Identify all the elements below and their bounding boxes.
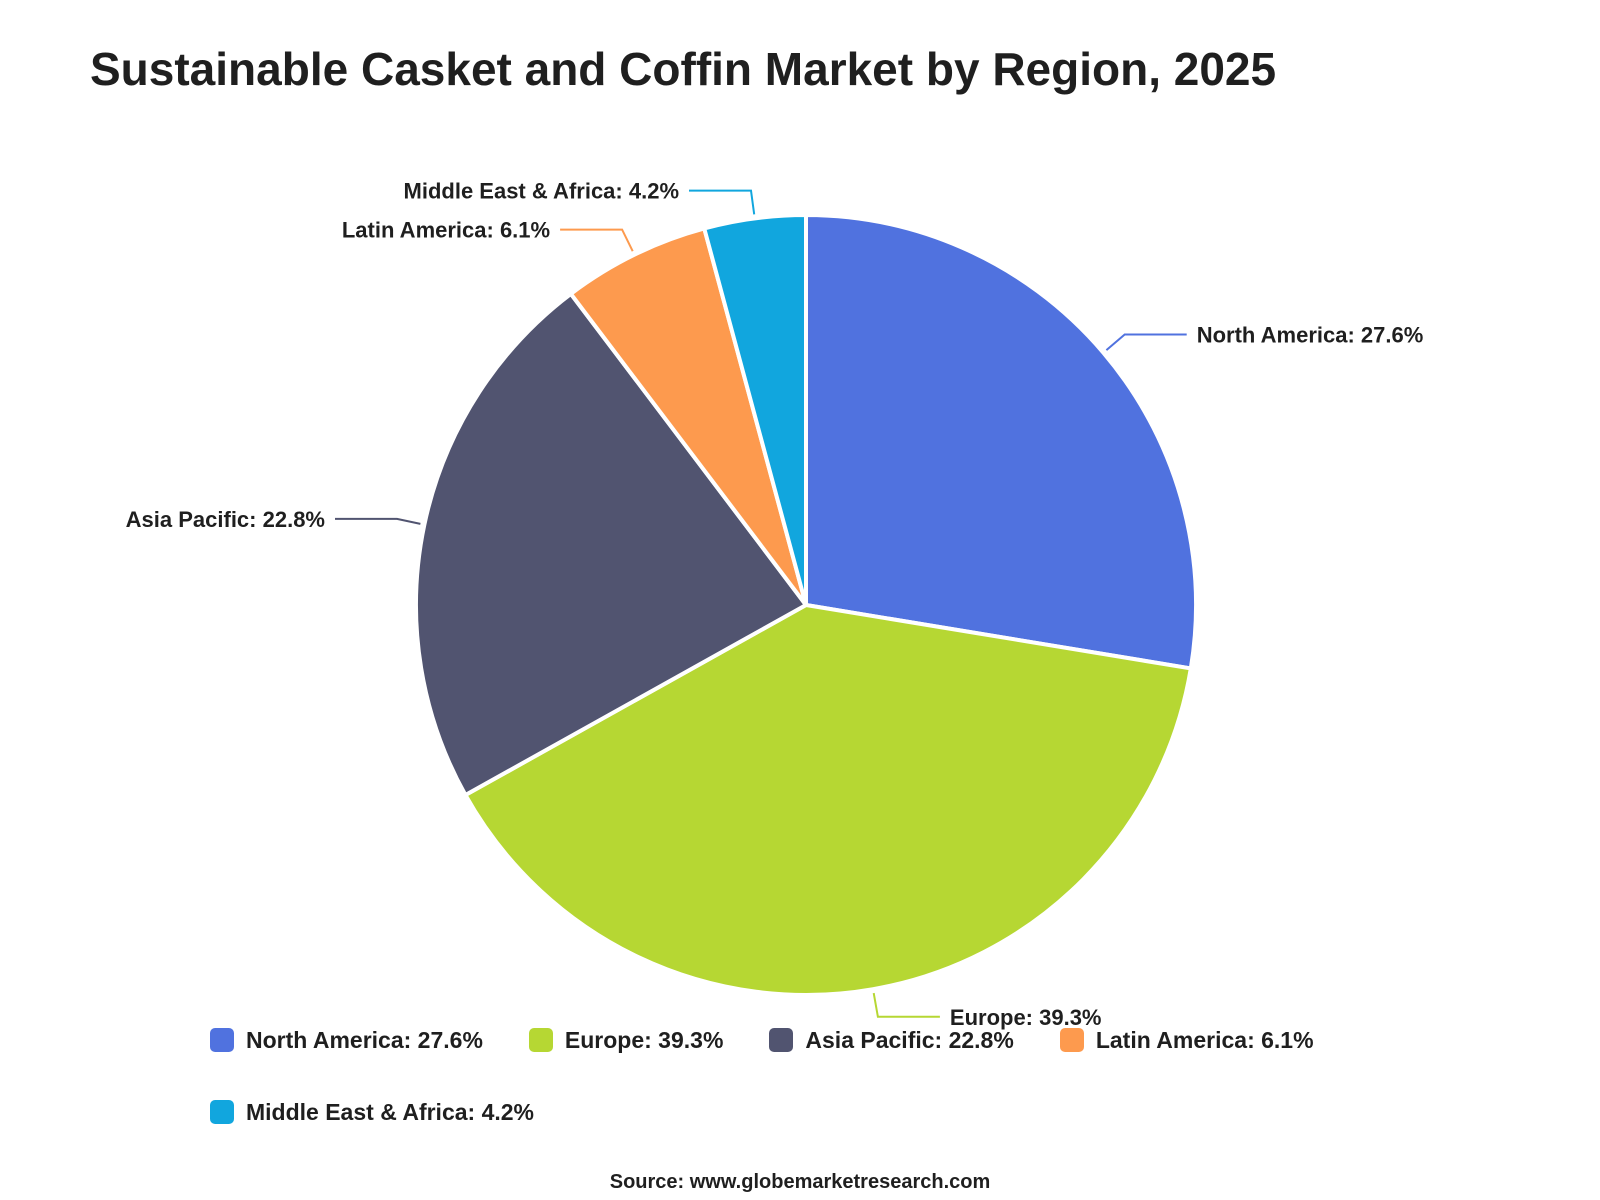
legend-label: Latin America: 6.1% [1095,1026,1314,1053]
leader-line-1 [872,992,940,1018]
leader-line-0 [1105,333,1187,351]
legend-label: Asia Pacific: 22.8% [805,1026,1014,1053]
pie-slice-4[interactable] [702,213,808,607]
legend-item-1[interactable]: Europe: 39.3% [528,1026,724,1054]
leader-line-2 [335,517,421,525]
legend-swatch [1059,1028,1084,1052]
slice-label-2: Asia Pacific: 22.8% [126,507,325,532]
pie-slice-3[interactable] [568,226,808,607]
legend-swatch [210,1100,234,1124]
pie-slice-1[interactable] [463,603,1193,997]
legend-swatch [210,1028,234,1052]
slice-label-1: Europe: 39.3% [950,1005,1102,1030]
leader-line-3 [560,228,634,252]
legend-item-3[interactable]: Latin America: 6.1% [1059,1026,1314,1054]
legend-swatch [769,1028,794,1052]
chart-legend: North America: 27.6% Europe: 39.3% Asia Pa… [210,1026,1430,1126]
legend-label: Middle East & Africa: 4.2% [246,1098,535,1125]
legend-label: North America: 27.6% [246,1026,483,1053]
source-note: Source: www.globemarketresearch.com [609,1171,991,1193]
leader-line-4 [689,189,756,215]
legend-item-2[interactable]: Asia Pacific: 22.8% [769,1026,1014,1054]
slice-label-0: North America: 27.6% [1197,323,1424,348]
pie-slice-0[interactable] [804,213,1199,671]
legend-label: Europe: 39.3% [564,1026,724,1053]
pie-slice-2[interactable] [414,291,808,798]
slice-label-4: Middle East & Africa: 4.2% [404,179,679,204]
legend-swatch [528,1028,553,1052]
legend-item-0[interactable]: North America: 27.6% [210,1026,483,1054]
slice-label-3: Latin America: 6.1% [342,218,550,243]
legend-item-4[interactable]: Middle East & Africa: 4.2% [210,1098,534,1126]
chart-title: Sustainable Casket and Coffin Market by … [90,43,1277,95]
